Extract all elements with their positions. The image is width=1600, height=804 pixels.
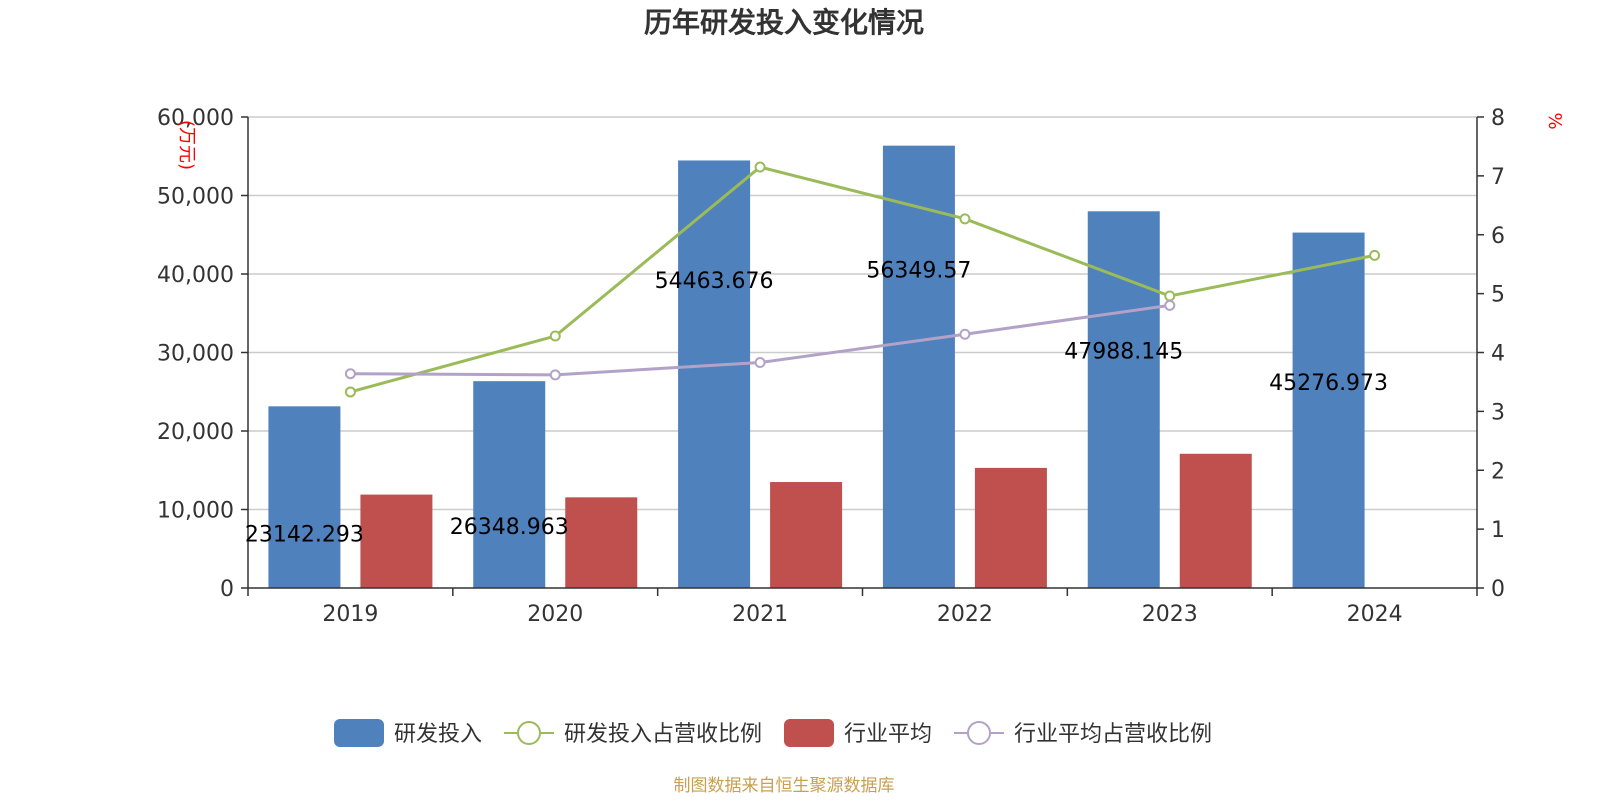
left-axis-tick-label: 60,000 <box>157 106 234 131</box>
line-point <box>1369 249 1381 261</box>
line-point <box>344 386 356 398</box>
legend-marker <box>967 721 991 745</box>
legend-bar-swatch <box>784 719 834 747</box>
line-point <box>754 161 766 173</box>
data-labels: 23142.293 26348.963 54463.676 56349.57 47988… <box>245 259 1388 548</box>
legend-marker <box>517 721 541 745</box>
right-axis-tick-label: 6 <box>1491 224 1505 249</box>
bar-rd-investment <box>882 145 955 588</box>
x-axis-tick-label: 2024 <box>1347 602 1403 627</box>
line-point <box>1164 290 1176 302</box>
left-axis-tick-label: 20,000 <box>157 420 234 445</box>
left-axis-tick-label: 40,000 <box>157 263 234 288</box>
line-point <box>959 213 971 225</box>
x-axis-tick-label: 2021 <box>732 602 788 627</box>
right-axis-tick-label: 2 <box>1491 459 1505 484</box>
bar-data-label: 47988.145 <box>1064 340 1183 365</box>
legend-item-label: 研发投入占营收比例 <box>564 722 762 747</box>
bar-industry-average <box>770 482 843 588</box>
source-note: 制图数据来自恒生聚源数据库 <box>674 776 895 796</box>
bar-rd-investment <box>473 381 546 588</box>
line-point <box>549 369 561 381</box>
line-series <box>344 161 1381 398</box>
legend-item-label: 行业平均 <box>844 722 932 747</box>
bar-data-label: 45276.973 <box>1269 371 1388 396</box>
bar-data-label: 23142.293 <box>245 522 364 547</box>
bar-data-label: 54463.676 <box>655 269 774 294</box>
legend-bar-swatch <box>334 719 384 747</box>
legend-item-label: 行业平均占营收比例 <box>1014 722 1212 747</box>
left-axis-tick-label: 0 <box>220 577 234 602</box>
bar-industry-average <box>1179 453 1252 588</box>
bar-rd-investment <box>1087 211 1160 588</box>
bar-data-label: 56349.57 <box>866 259 971 284</box>
left-axis-tick-label: 10,000 <box>157 499 234 524</box>
grid-lines <box>248 116 1477 511</box>
right-axis-tick-label: 8 <box>1491 106 1505 131</box>
right-axis-tick-label: 5 <box>1491 283 1505 308</box>
left-axis-tick-label: 50,000 <box>157 185 234 210</box>
right-axis-tick-label: 3 <box>1491 400 1505 425</box>
bar-industry-average <box>565 497 638 588</box>
right-axis-tick-label: 7 <box>1491 165 1505 190</box>
line-point <box>549 330 561 342</box>
x-axis-tick-label: 2019 <box>322 602 378 627</box>
line-point <box>344 368 356 380</box>
bar-data-label: 26348.963 <box>450 515 569 540</box>
line-rd-ratio <box>350 165 1375 394</box>
left-axis-tick-label: 30,000 <box>157 342 234 367</box>
legend: 研发投入 研发投入占营收比例 行业平均 行业平均占营收比例 <box>334 719 1212 747</box>
line-point <box>754 357 766 369</box>
x-axis-tick-label: 2023 <box>1142 602 1198 627</box>
legend-item-label: 研发投入 <box>394 722 482 747</box>
right-axis-tick-label: 1 <box>1491 518 1505 543</box>
right-axis-tick-label: 4 <box>1491 342 1505 367</box>
bar-rd-investment <box>268 406 341 588</box>
right-axis-unit: % <box>1544 112 1565 129</box>
left-axis-unit: (万元) <box>176 120 197 170</box>
x-axis-tick-label: 2022 <box>937 602 993 627</box>
x-axis-tick-label: 2020 <box>527 602 583 627</box>
line-point <box>959 328 971 340</box>
line-point <box>1164 299 1176 311</box>
bar-industry-average <box>974 467 1047 588</box>
bar-rd-investment <box>1292 232 1365 589</box>
bar-rd-investment <box>678 160 751 588</box>
right-axis-tick-label: 0 <box>1491 577 1505 602</box>
chart-title: 历年研发投入变化情况 <box>644 6 924 39</box>
axes: 0 10,000 20,000 30,000 40,000 50,000 60,000 0 1 2… <box>157 106 1505 627</box>
bar-series <box>268 145 1365 589</box>
bar-industry-average <box>360 494 433 588</box>
